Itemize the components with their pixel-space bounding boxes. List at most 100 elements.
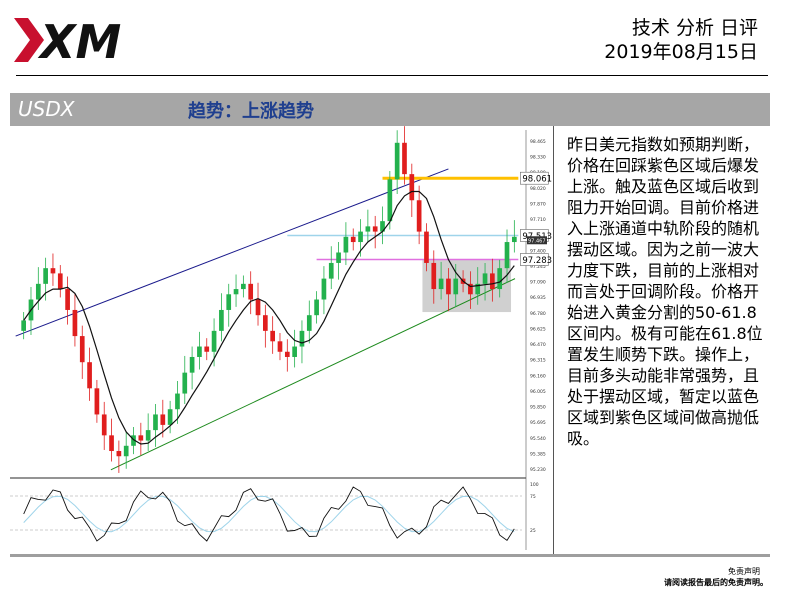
oscillator-main-line [23,486,515,542]
report-date: 2019年08月15日 [604,41,758,63]
candle-body [241,283,246,290]
candle-body [328,262,334,279]
candle-body [116,451,122,457]
price-tick-label: 97.245 [530,264,546,270]
candle-body [109,435,114,452]
price-tick-label: 98.020 [530,186,546,192]
candle-body [409,174,415,201]
price-tick-label: 95.540 [530,436,546,442]
candle-body [453,278,459,295]
report-title: 技术 分析 日评 [631,17,758,39]
trend-label: 趋势：上涨趋势 [188,101,314,122]
candle-body [79,336,85,363]
oscillator-signal-line [23,495,515,533]
candle-body [204,346,210,352]
candle-body [277,341,283,352]
candle-body [248,283,254,300]
candle-body [431,262,437,290]
candle-body [511,236,517,243]
price-tick-label: 95.695 [530,420,546,426]
candle-body [299,330,305,347]
level-label-box [520,171,549,185]
price-tick-label: 95.385 [530,451,546,457]
price-tick-label: 95.230 [530,467,546,473]
candle-body [468,283,473,295]
candle-body [504,242,510,269]
candle-body [35,283,41,300]
candle-body [292,346,297,357]
price-tick-label: 98.330 [530,155,546,161]
candle-body [197,346,202,357]
price-tick-label: 97.400 [530,248,546,254]
price-tick-label: 96.470 [530,342,546,348]
candle-body [482,273,488,284]
candle-body [189,356,195,373]
price-chart: 98.46598.33098.18098.02097.87097.71097.5… [10,126,552,550]
candle-body [219,309,224,331]
candle-body [153,414,158,431]
candle-body [175,393,180,410]
candle-body [270,330,276,342]
candle-body [438,278,444,290]
analysis-text: 昨日美元指数如预期判断，价格在回踩紫色区域后爆发上涨。触及蓝色区域后收到阻力开始… [567,135,763,448]
candle-body [160,414,166,425]
candle-body [446,278,451,295]
consolidation-zone [422,259,512,313]
candle-body [72,309,78,337]
candle-body [350,236,356,243]
candle-body [284,351,290,357]
candle-body [57,273,63,290]
price-tick-label: 96.005 [530,389,546,395]
candle-body [167,409,173,425]
candle-body [321,278,327,300]
logo-text: XM [37,15,121,66]
candle-body [306,315,312,331]
oscillator-level-label: 75 [530,494,536,500]
moving-average-line [23,190,515,445]
price-tick-label: 97.090 [530,280,546,286]
current-price-label: 97.467 [528,238,546,244]
price-tick-label: 96.780 [530,311,546,317]
candle-body [211,330,217,352]
candle-body [402,142,407,175]
candle-body [131,435,136,446]
candle-body [336,252,341,263]
candle-body [101,414,107,436]
disclaimer-title: 免责声明 [728,567,760,576]
lower-channel-line [110,278,516,471]
oscillator-level-label: 25 [530,528,536,534]
panel-divider [553,126,554,554]
candle-body [424,231,429,263]
symbol-banner: USDX 趋势：上涨趋势 [10,93,770,126]
candle-body [490,273,495,290]
candle-body [394,142,400,180]
candle-body [358,231,363,243]
candle-body [372,226,378,232]
candle-body [343,236,349,253]
candle-body [226,294,232,310]
level-label: 97.283 [522,256,552,266]
symbol-label: USDX [18,97,75,121]
price-tick-label: 96.935 [530,295,546,301]
candle-body [43,268,48,284]
price-tick-label: 95.850 [530,405,546,411]
xm-logo: XM [14,15,121,66]
candle-body [94,388,100,415]
candle-body [314,299,319,316]
disclaimer-body: 请阅读报告最后的免责声明。 [664,578,768,587]
price-tick-label: 97.870 [530,201,546,207]
candle-body [255,299,261,316]
level-label-box [520,253,549,266]
candle-body [387,179,393,222]
price-tick-label: 98.465 [530,139,546,145]
candle-body [145,430,151,441]
candle-body [182,372,188,394]
candle-body [87,362,92,389]
price-tick-label: 96.625 [530,326,546,332]
footer-divider [10,554,770,557]
level-label: 98.061 [522,175,552,185]
candle-body [21,320,27,331]
candle-body [365,226,371,232]
candle-body [416,200,422,232]
candle-body [65,289,70,310]
